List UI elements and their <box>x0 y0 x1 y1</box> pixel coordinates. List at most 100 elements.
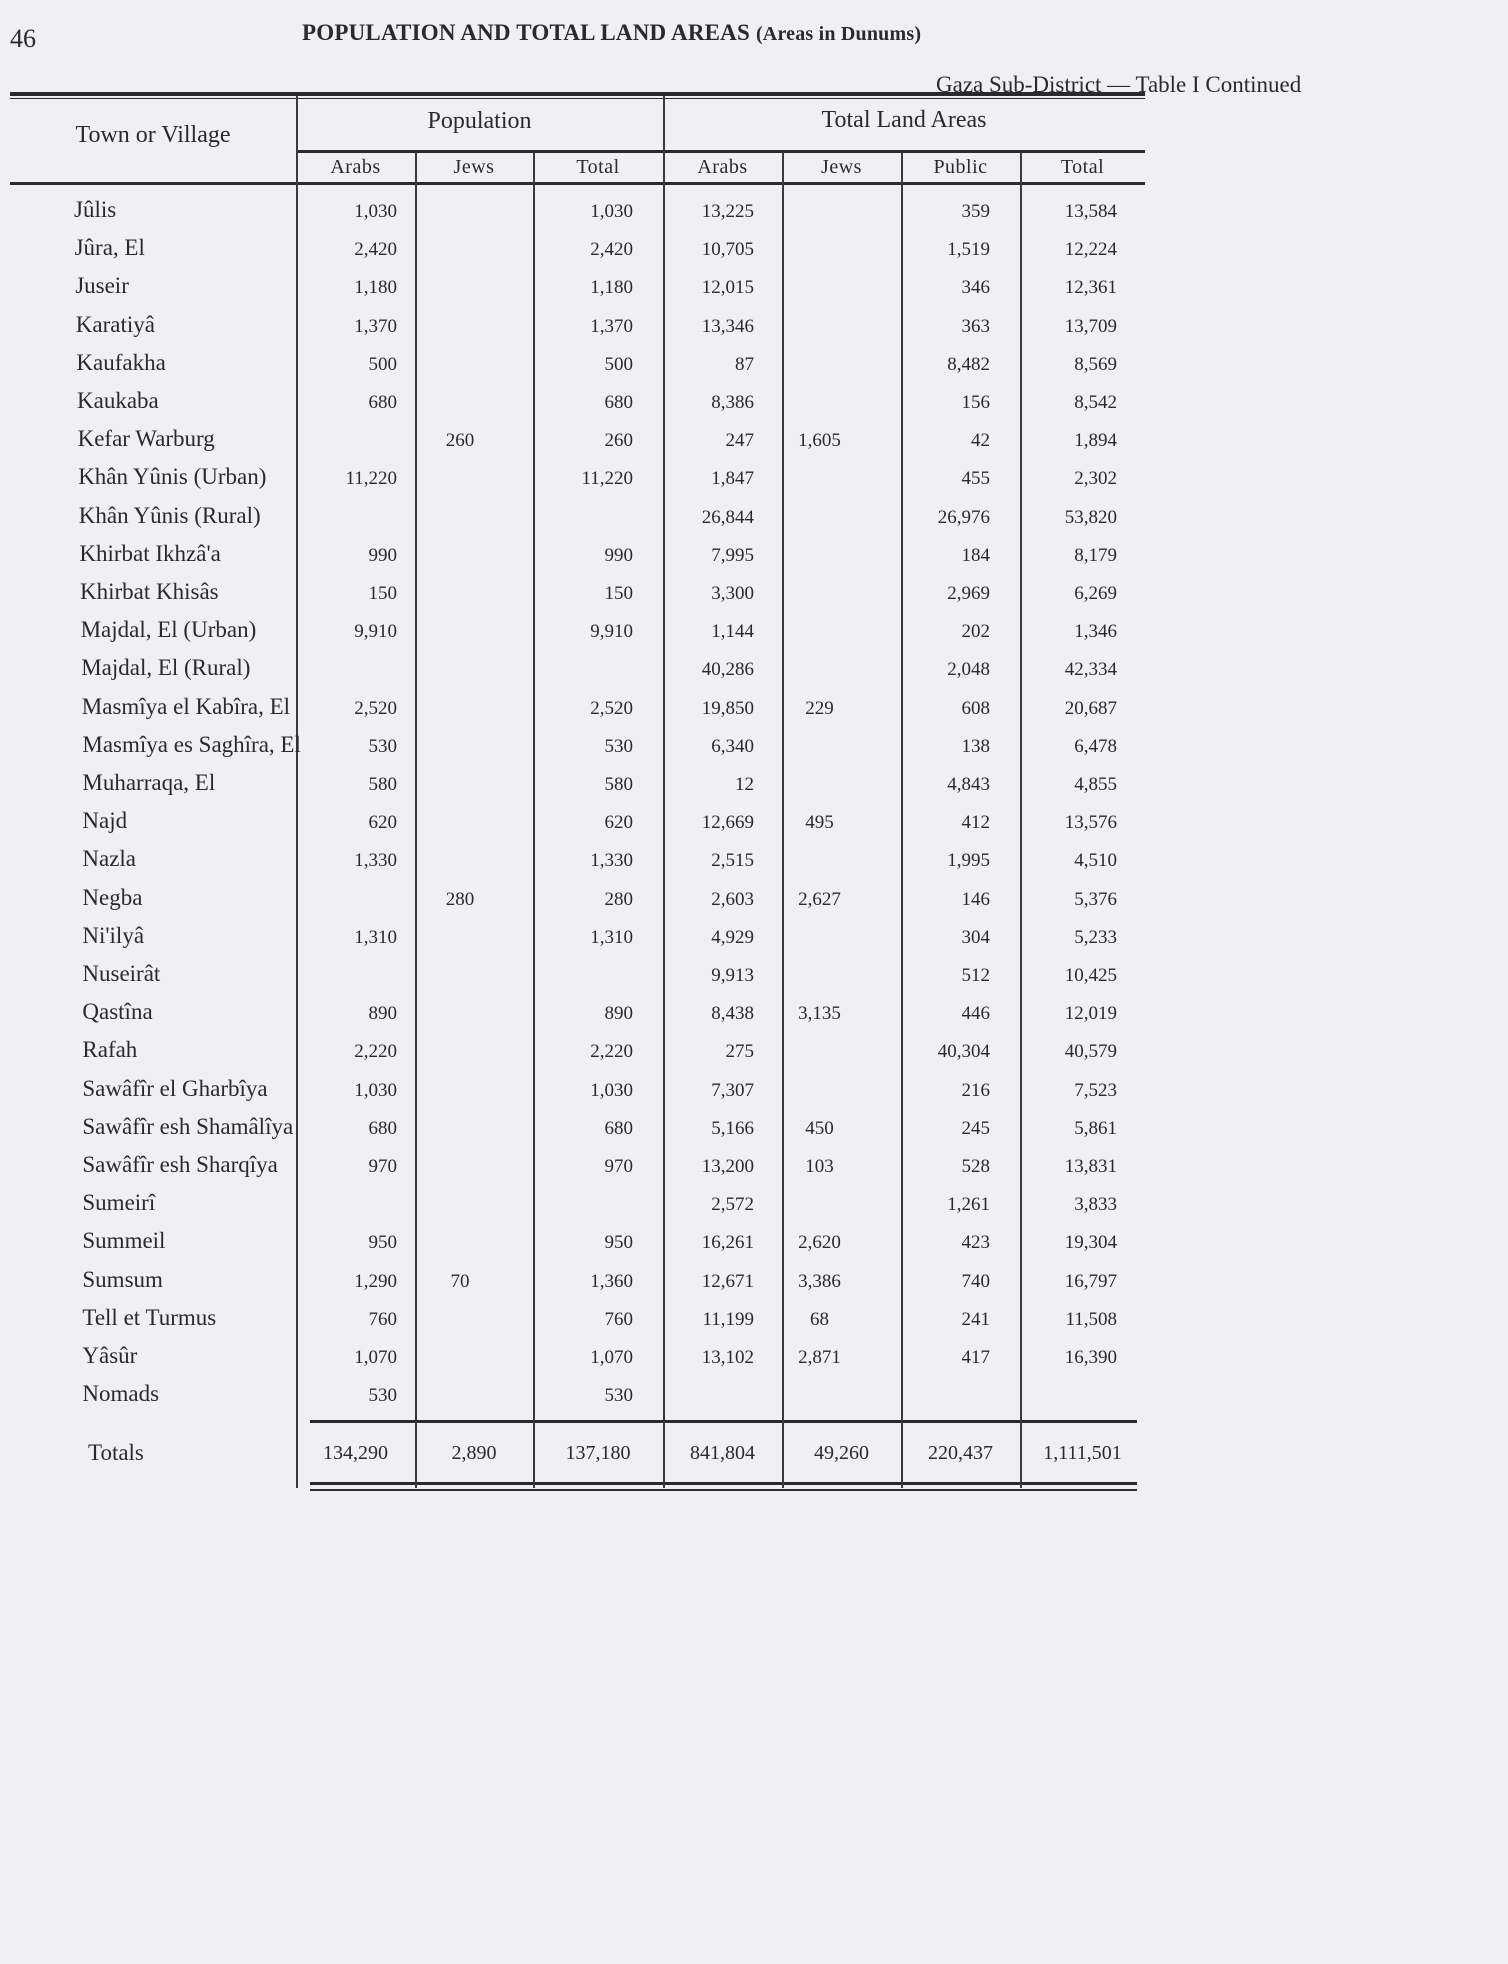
table-cell: 2,220 <box>590 1041 633 1063</box>
column-header: Total <box>1060 156 1105 178</box>
group-rule <box>296 150 1145 153</box>
table-cell: 16,390 <box>1064 1347 1117 1368</box>
table-cell: 146 <box>961 888 991 910</box>
table-cell: 6,340 <box>711 735 754 757</box>
table-cell: 42,334 <box>1064 659 1117 681</box>
table-cell: 530 <box>368 1385 398 1407</box>
table-cell: 70 <box>450 1270 470 1292</box>
table-cell: 1,605 <box>798 430 841 452</box>
title-text: POPULATION AND TOTAL LAND AREAS <box>302 20 750 45</box>
village-name: Ni'ilyâ <box>82 922 145 948</box>
table-cell: 580 <box>368 774 398 795</box>
table-cell: 680 <box>604 392 634 413</box>
table-cell: 280 <box>604 888 634 910</box>
table-cell: 890 <box>604 1003 634 1025</box>
table-cell: 2,572 <box>711 1194 754 1216</box>
table-cell: 16,797 <box>1064 1270 1117 1292</box>
table-cell: 8,542 <box>1074 392 1117 413</box>
table-cell: 12,224 <box>1064 239 1117 261</box>
table-cell: 620 <box>604 812 634 834</box>
totals-cell: 134,290 <box>323 1442 388 1464</box>
table-cell: 740 <box>961 1270 991 1292</box>
table-cell: 12 <box>735 774 754 795</box>
table-cell: 150 <box>368 583 398 604</box>
table-cell: 260 <box>604 430 634 452</box>
table-cell: 512 <box>961 965 991 986</box>
table-cell: 280 <box>445 888 475 910</box>
table-cell: 1,310 <box>590 926 633 948</box>
table-cell: 2,620 <box>798 1232 841 1254</box>
table-cell: 5,861 <box>1074 1117 1117 1139</box>
table-cell: 5,376 <box>1074 888 1117 910</box>
village-name: Kaukaba <box>77 388 159 413</box>
column-divider <box>782 152 784 1488</box>
column-divider <box>901 152 903 1488</box>
column-divider <box>663 96 665 1488</box>
table-cell: 26,844 <box>701 506 754 528</box>
table-cell: 990 <box>368 544 398 566</box>
table-cell: 3,386 <box>798 1270 841 1292</box>
table-cell: 13,200 <box>701 1156 754 1177</box>
table-cell: 970 <box>368 1156 398 1177</box>
table-cell: 42 <box>971 430 990 452</box>
table-cell: 12,671 <box>701 1270 754 1292</box>
totals-cell: 1,111,501 <box>1043 1442 1122 1464</box>
table-cell: 1,894 <box>1074 430 1117 452</box>
table-cell: 16,261 <box>701 1232 754 1254</box>
table-cell: 156 <box>961 392 991 413</box>
village-name: Muharraqa, El <box>82 770 216 795</box>
table-cell: 1,290 <box>354 1270 397 1292</box>
table-cell: 760 <box>604 1308 634 1330</box>
table-cell: 13,225 <box>701 201 754 222</box>
village-name: Sumeirî <box>82 1190 156 1216</box>
table-cell: 40,304 <box>937 1041 990 1063</box>
table-cell: 950 <box>604 1232 634 1254</box>
table-cell: 8,569 <box>1074 353 1117 375</box>
column-divider <box>533 152 535 1488</box>
table-cell: 446 <box>961 1003 991 1025</box>
table-cell: 495 <box>805 812 834 834</box>
village-name: Juseir <box>75 273 129 299</box>
page-number: 46 <box>10 24 36 53</box>
table-cell: 2,048 <box>947 659 990 681</box>
table-cell: 412 <box>961 812 991 834</box>
table-cell: 11,508 <box>1065 1308 1117 1330</box>
table-cell: 1,310 <box>354 926 397 948</box>
table-cell: 363 <box>961 315 991 337</box>
table-cell: 455 <box>961 468 991 490</box>
table-cell: 1,030 <box>354 1079 397 1101</box>
totals-label: Totals <box>88 1440 144 1465</box>
column-divider <box>296 96 298 1488</box>
table-cell: 20,687 <box>1064 697 1117 719</box>
table-cell: 1,070 <box>590 1347 633 1368</box>
village-name: Karatiyâ <box>75 311 155 337</box>
table-cell: 1,370 <box>354 315 397 337</box>
village-name: Khân Yûnis (Urban) <box>78 464 267 490</box>
table-cell: 1,847 <box>711 468 754 490</box>
table-cell: 4,843 <box>947 774 990 795</box>
page-title: POPULATION AND TOTAL LAND AREAS (Areas i… <box>302 20 921 46</box>
table-cell: 8,386 <box>711 392 754 413</box>
table-cell: 2,627 <box>798 888 841 910</box>
table-cell: 6,478 <box>1074 735 1117 757</box>
village-name: Sawâfîr esh Shamâlîya <box>82 1113 294 1139</box>
table-cell: 3,833 <box>1074 1194 1117 1216</box>
land-areas-header: Total Land Areas <box>821 107 987 133</box>
table-cell: 304 <box>961 926 991 948</box>
table-cell: 241 <box>961 1308 991 1330</box>
table-cell: 1,346 <box>1074 621 1117 643</box>
table-cell: 4,510 <box>1074 850 1117 872</box>
table-cell: 13,709 <box>1064 315 1117 337</box>
table-cell: 680 <box>368 392 398 413</box>
table-cell: 500 <box>368 353 398 375</box>
table-cell: 890 <box>368 1003 398 1025</box>
village-name: Jûlis <box>74 197 117 222</box>
village-name: Nuseirât <box>82 961 161 986</box>
village-name: Majdal, El (Urban) <box>80 617 257 643</box>
table-cell: 10,425 <box>1064 965 1117 986</box>
table-cell: 2,420 <box>354 239 397 261</box>
table-cell: 2,515 <box>711 850 754 872</box>
table-cell: 260 <box>445 430 475 452</box>
table-cell: 1,995 <box>947 850 990 872</box>
village-name: Khirbat Ikhzâ'a <box>79 540 221 566</box>
